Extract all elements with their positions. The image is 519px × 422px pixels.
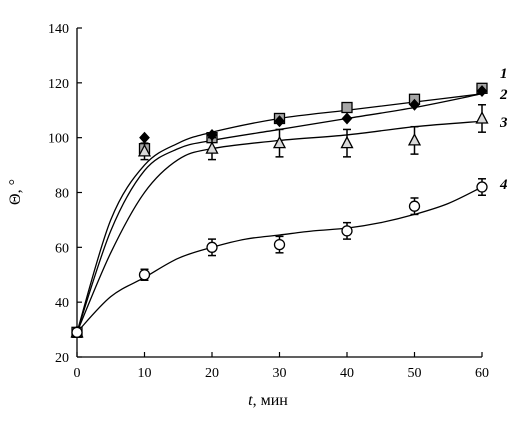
- data-point-series-3: [137, 143, 152, 157]
- fit-curve-series-4: [76, 186, 483, 333]
- data-point-series-3: [475, 111, 489, 124]
- series-label-4: 4: [499, 177, 508, 193]
- x-tick-label: 20: [205, 366, 219, 381]
- data-point-series-4: [138, 269, 151, 281]
- data-point-series-2: [341, 112, 353, 125]
- plot-axes: 20 40 60 80 100 120 140 0 10 20 30 40 50 60: [48, 22, 489, 381]
- series-label-1: 1: [500, 66, 508, 82]
- labels: 1 2 3 4: [499, 66, 508, 193]
- y-axis-label: Θ, °: [7, 179, 24, 205]
- data-point-series-2: [139, 131, 150, 144]
- x-tick-label: 40: [340, 366, 354, 381]
- x-tick-label: 50: [408, 366, 422, 381]
- data-point-series-3: [272, 135, 287, 149]
- y-tick-label: 60: [55, 241, 69, 256]
- x-tick-label: 10: [138, 366, 152, 381]
- data-point-series-1: [341, 101, 353, 114]
- data-point-series-3: [407, 133, 422, 146]
- y-tick-label: 100: [48, 132, 69, 147]
- data-point-series-4: [476, 181, 488, 193]
- data-point-series-4: [273, 238, 286, 251]
- series-label-3: 3: [499, 115, 508, 131]
- x-tick-label: 0: [74, 366, 81, 381]
- data-point-series-4: [408, 200, 421, 212]
- data-point-series-2: [409, 98, 420, 111]
- data-point-series-3: [205, 141, 219, 154]
- data-point-series-3: [340, 135, 354, 149]
- data-point-series-2: [274, 115, 285, 128]
- data-point-series-4: [71, 326, 83, 338]
- x-tick-label: 30: [273, 366, 287, 381]
- x-tick-label: 60: [475, 366, 489, 381]
- y-tick-label: 120: [48, 77, 69, 92]
- x-axis-label: t, мин: [248, 392, 288, 409]
- y-tick-label: 80: [55, 187, 69, 202]
- y-tick-label: 20: [55, 351, 69, 366]
- data-point-series-4: [341, 225, 353, 237]
- data-point-series-2: [476, 85, 488, 98]
- data-markers: [70, 82, 489, 339]
- y-tick-label: 40: [55, 296, 69, 311]
- series-label-2: 2: [499, 87, 508, 103]
- data-point-series-4: [206, 241, 218, 253]
- y-tick-label: 140: [48, 22, 69, 37]
